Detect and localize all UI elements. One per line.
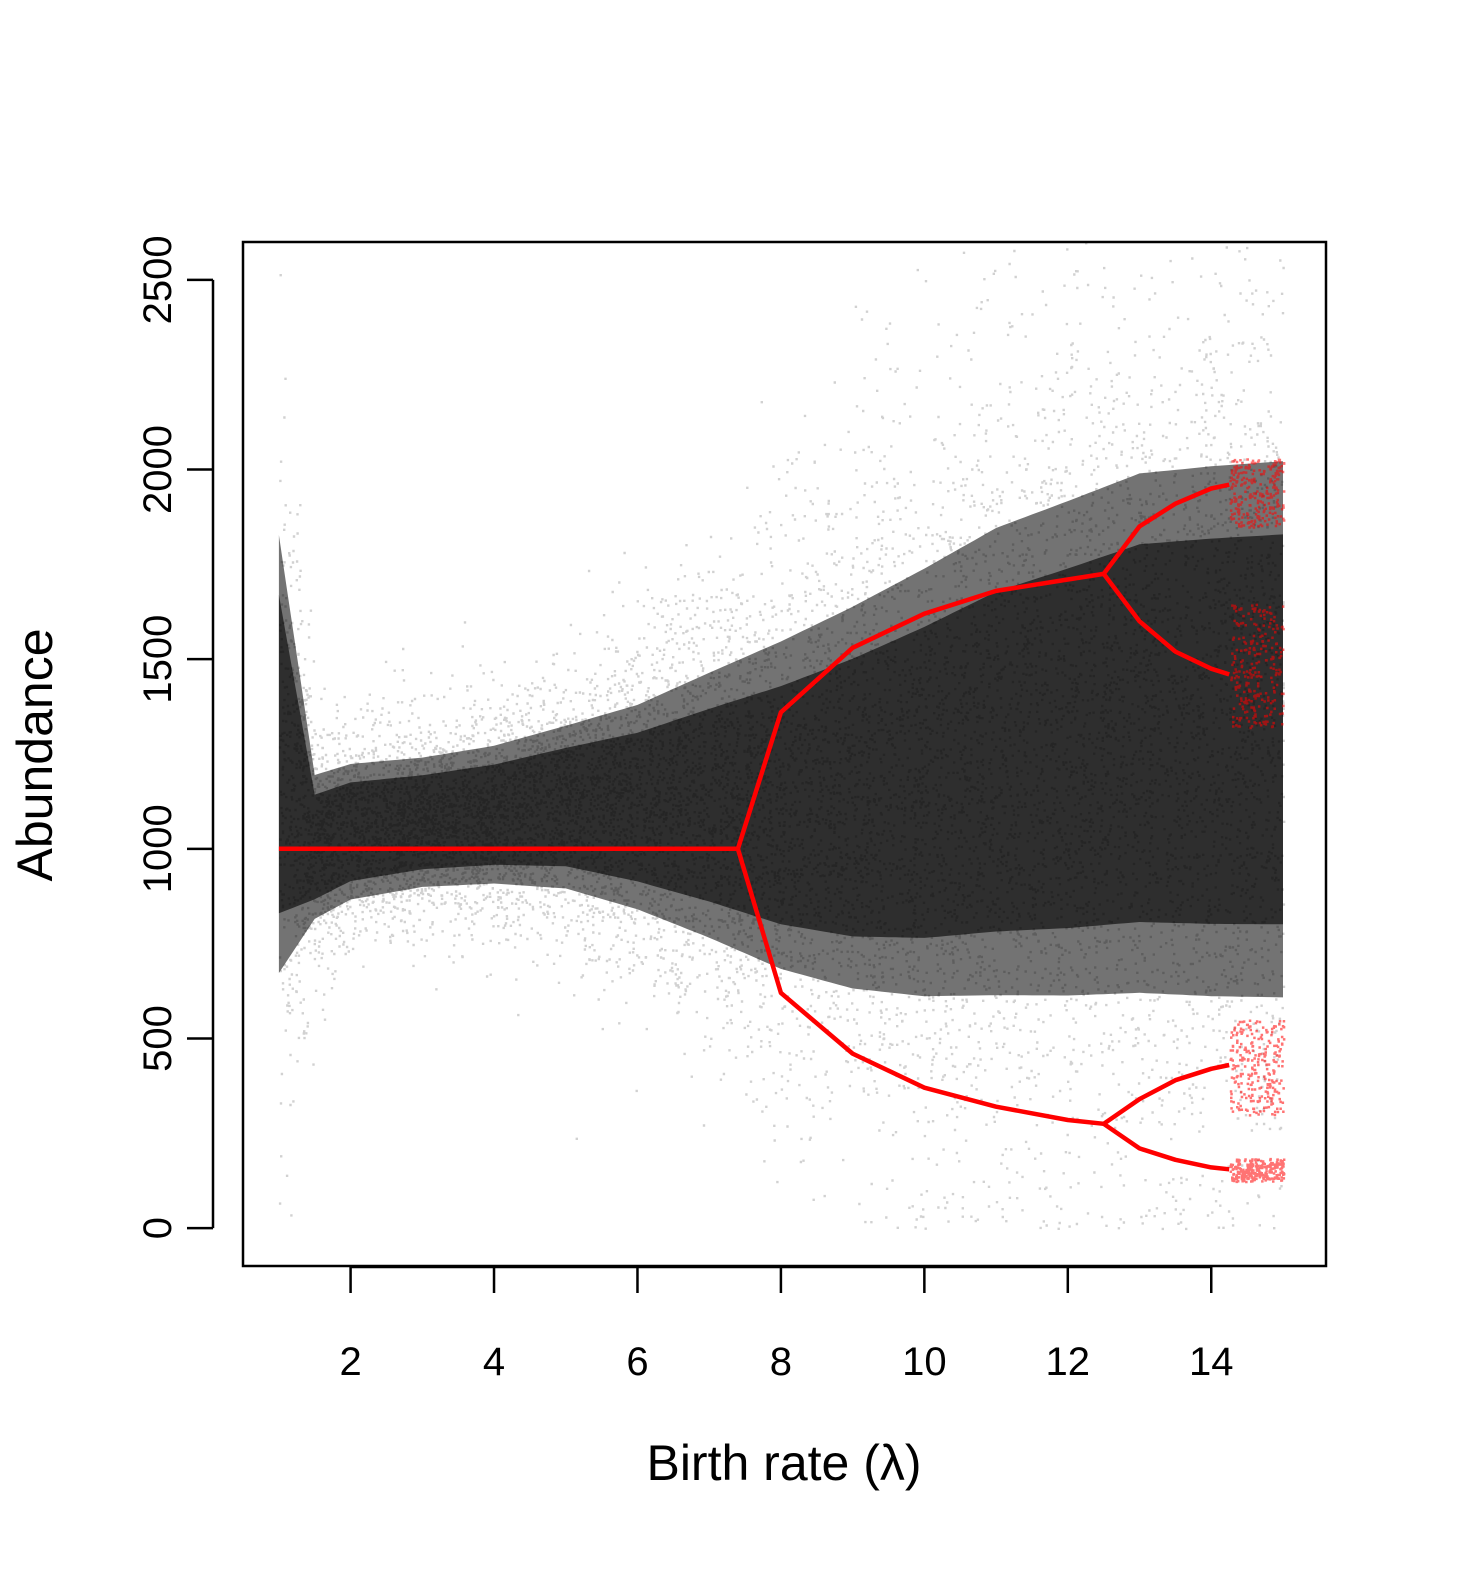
y-axis: 0 500 1000 1500 2000 2500 xyxy=(136,235,215,1239)
x-axis-title: Birth rate (λ) xyxy=(646,1435,921,1491)
x-tick-label: 6 xyxy=(626,1340,648,1384)
period4-branch xyxy=(1102,1062,1230,1126)
x-axis: 2 4 6 8 10 12 14 xyxy=(339,1265,1234,1384)
y-tick-label: 0 xyxy=(136,1217,180,1239)
period4-branch xyxy=(1102,1121,1230,1172)
y-axis-title: Abundance xyxy=(7,628,63,881)
period4-branch xyxy=(1101,572,1230,677)
stochastic-scatter-series xyxy=(278,242,1286,1231)
y-tick-label: 2000 xyxy=(136,425,180,514)
period4-branch xyxy=(1101,482,1230,576)
x-tick-label: 4 xyxy=(483,1340,505,1384)
y-tick-label: 1500 xyxy=(136,615,180,704)
period2-upper-branch xyxy=(735,571,1105,850)
x-tick-label: 8 xyxy=(770,1340,792,1384)
deterministic-bifurcation-series xyxy=(278,458,1286,1184)
x-tick-label: 2 xyxy=(339,1340,361,1384)
y-tick-label: 500 xyxy=(136,1005,180,1072)
y-tick-label: 2500 xyxy=(136,235,180,324)
x-tick-label: 12 xyxy=(1046,1340,1091,1384)
y-tick-label: 1000 xyxy=(136,804,180,893)
x-tick-label: 10 xyxy=(902,1340,947,1384)
scatter-densest-core xyxy=(278,534,1283,938)
period2-lower-branch xyxy=(735,848,1104,1127)
plot-data-layer xyxy=(278,242,1286,1231)
x-tick-label: 14 xyxy=(1189,1340,1234,1384)
